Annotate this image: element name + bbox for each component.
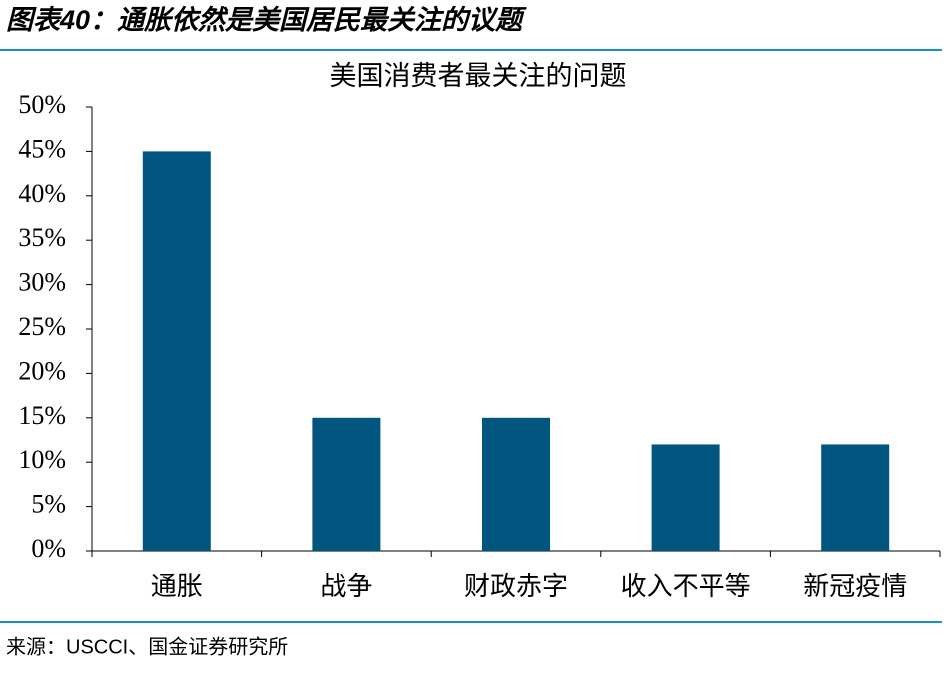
bar <box>821 444 890 551</box>
y-tick-label: 35% <box>18 223 66 252</box>
chart-title: 美国消费者最关注的问题 <box>330 61 627 91</box>
bar <box>312 417 381 551</box>
bar <box>142 151 211 551</box>
x-tick-label: 收入不平等 <box>621 572 751 601</box>
bar <box>651 444 720 551</box>
y-tick-label: 20% <box>18 356 66 385</box>
y-tick-label: 40% <box>18 179 66 208</box>
y-tick-label: 5% <box>31 490 66 519</box>
y-tick-label: 10% <box>18 445 66 474</box>
y-tick-label: 45% <box>18 134 66 163</box>
source-note: 来源：USCCI、国金证券研究所 <box>6 635 288 658</box>
y-tick-label: 25% <box>18 312 66 341</box>
y-tick-label: 15% <box>18 401 66 430</box>
x-tick-label: 战争 <box>320 572 372 601</box>
x-tick-label: 新冠疫情 <box>803 572 907 601</box>
bar <box>482 417 550 551</box>
y-tick-label: 50% <box>18 90 66 119</box>
y-tick-label: 30% <box>18 268 66 297</box>
x-tick-label: 财政赤字 <box>464 572 568 601</box>
y-tick-label: 0% <box>31 534 66 563</box>
report-title: 图表40：通胀依然是美国居民最关注的议题 <box>6 5 527 35</box>
x-tick-label: 通胀 <box>151 572 203 601</box>
